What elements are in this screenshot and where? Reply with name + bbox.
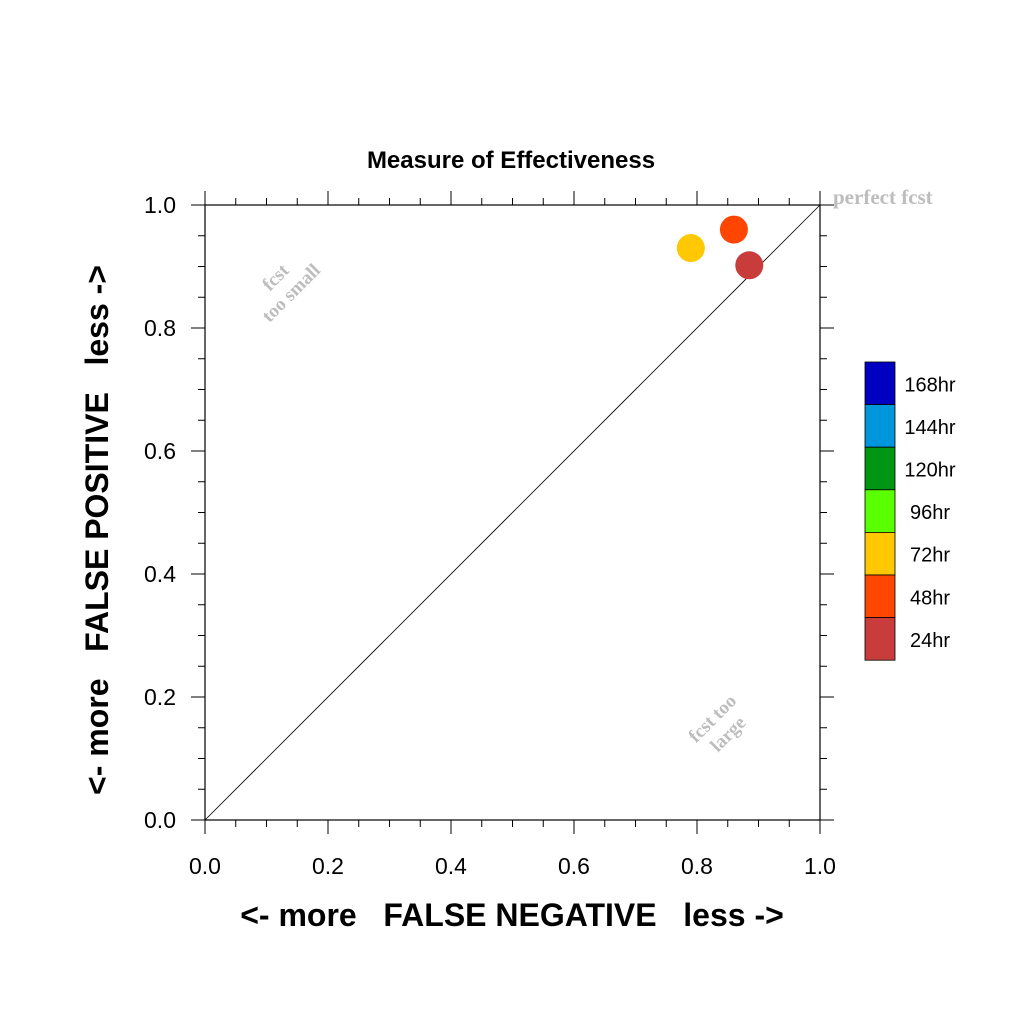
y-axis-label: <- more FALSE POSITIVE less -> — [79, 265, 115, 795]
legend-label-144hr: 144hr — [904, 417, 955, 439]
x-tick-label: 0.8 — [681, 853, 713, 879]
y-tick-labels: 0.0 0.2 0.4 0.6 0.8 1.0 — [144, 192, 176, 833]
legend-swatch-24hr — [864, 617, 896, 661]
data-point-72hr — [676, 234, 705, 263]
x-tick-label: 0.4 — [435, 853, 467, 879]
legend-label-72hr: 72hr — [910, 545, 950, 567]
x-tick-label: 0.0 — [189, 853, 221, 879]
y-tick-label: 0.4 — [144, 561, 176, 587]
perfect-forecast-diagonal — [204, 204, 821, 821]
legend-swatch-120hr — [864, 446, 896, 491]
x-tick-labels: 0.0 0.2 0.4 0.6 0.8 1.0 — [189, 853, 836, 879]
annotation-forecast-too-large: fcst too large — [685, 691, 751, 757]
y-tick-label: 0.6 — [144, 438, 176, 464]
x-tick-label: 1.0 — [804, 853, 836, 879]
legend-label-120hr: 120hr — [904, 460, 955, 482]
x-tick-label: 0.2 — [312, 853, 344, 879]
legend-label-24hr: 24hr — [910, 630, 950, 652]
legend-label-48hr: 48hr — [910, 587, 950, 609]
legend: 168hr 144hr 120hr 96hr 72hr 48hr 24hr — [864, 361, 956, 661]
legend-swatch-48hr — [864, 574, 896, 618]
legend-label-168hr: 168hr — [904, 374, 955, 396]
legend-swatch-72hr — [864, 532, 896, 576]
legend-swatch-96hr — [864, 489, 896, 533]
x-axis-label: <- more FALSE NEGATIVE less -> — [240, 897, 784, 933]
annotation-perfect-forecast: perfect fcst — [833, 185, 933, 209]
legend-label-96hr: 96hr — [910, 502, 950, 524]
axis-ticks — [191, 191, 834, 834]
data-point-24hr — [735, 251, 764, 280]
data-point-48hr — [719, 215, 748, 244]
data-points — [676, 215, 764, 280]
chart-title: Measure of Effectiveness — [367, 147, 655, 174]
x-tick-label: 0.6 — [558, 853, 590, 879]
annotation-forecast-too-small: fcst too small — [258, 260, 325, 327]
y-tick-label: 0.8 — [144, 315, 176, 341]
legend-swatch-168hr — [864, 361, 896, 405]
y-tick-label: 1.0 — [144, 192, 176, 218]
y-tick-label: 0.2 — [144, 684, 176, 710]
legend-swatch-144hr — [864, 404, 896, 448]
y-tick-label: 0.0 — [144, 807, 176, 833]
